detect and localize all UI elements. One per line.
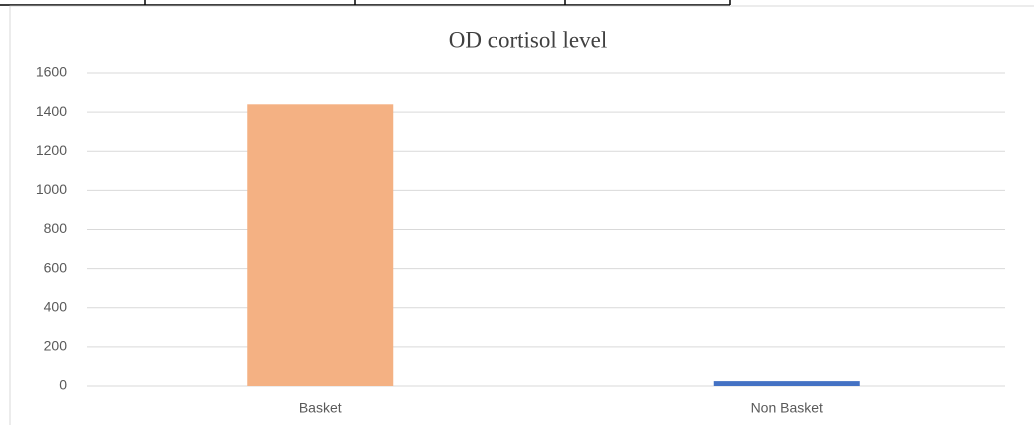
y-tick-label: 1200	[36, 142, 67, 158]
y-tick-label: 0	[59, 377, 67, 393]
chart-border	[9, 5, 1034, 425]
y-tick-label: 1600	[36, 64, 67, 80]
y-tick-label: 600	[44, 259, 68, 275]
bar	[713, 381, 860, 386]
y-tick-label: 1000	[36, 181, 67, 197]
y-tick-label: 400	[44, 298, 68, 314]
x-tick-label: Non Basket	[751, 400, 823, 416]
x-tick-label: Basket	[299, 400, 342, 416]
y-tick-label: 200	[44, 338, 68, 354]
table-fragment	[0, 0, 731, 6]
y-tick-label: 1400	[36, 103, 67, 119]
chart-title: OD cortisol level	[449, 27, 607, 52]
y-tick-label: 800	[44, 220, 68, 236]
bar	[247, 104, 394, 387]
